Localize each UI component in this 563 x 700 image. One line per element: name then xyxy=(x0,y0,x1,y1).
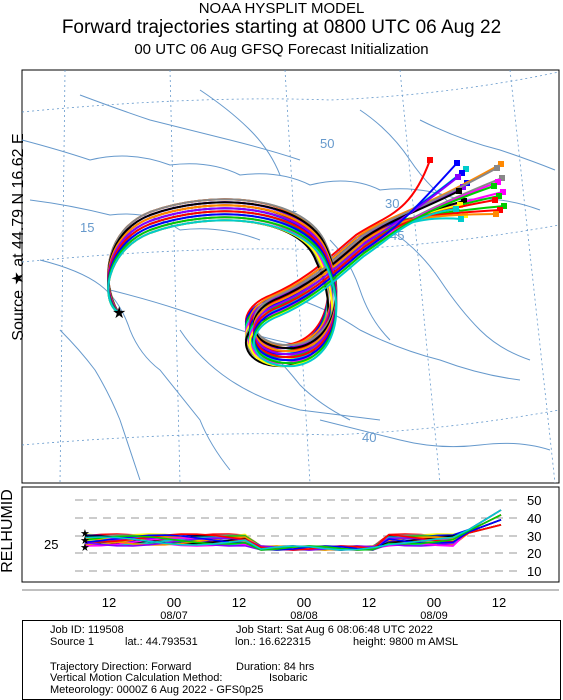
svg-text:12: 12 xyxy=(362,595,376,610)
trajectory-endpoint-marker xyxy=(463,166,469,172)
trajectory-path xyxy=(107,190,460,350)
svg-text:00: 00 xyxy=(427,595,441,610)
model-title: NOAA HYSPLIT MODEL xyxy=(198,0,365,17)
trajectory-endpoint-marker xyxy=(500,189,506,195)
source-number: Source 1 xyxy=(50,636,95,648)
svg-text:★: ★ xyxy=(80,541,90,554)
trajectory-path xyxy=(107,163,502,347)
trajectory-endpoint-marker xyxy=(491,183,497,189)
graticule xyxy=(21,69,560,484)
trajectory-endpoint-marker xyxy=(455,174,461,180)
trajectory-endpoint-marker xyxy=(492,197,498,203)
source-lat: lat.: 44.793531 xyxy=(125,636,198,648)
map-frame xyxy=(21,69,560,484)
relhumid-trace xyxy=(84,509,502,551)
job-start: Job Start: Sat Aug 6 08:06:48 UTC 2022 xyxy=(236,624,433,636)
lat-label-40: 40 xyxy=(362,430,376,445)
rh-tick-50: 50 xyxy=(527,493,541,508)
date-labels: 08/07 08/08 08/09 xyxy=(160,610,448,622)
trajectory-path xyxy=(107,167,498,347)
vertical-motion-method: Vertical Motion Calculation Method: xyxy=(50,672,223,684)
trajectory-endpoint-marker xyxy=(495,179,501,185)
trajectory-endpoint-marker xyxy=(494,165,500,171)
lat-label-50: 50 xyxy=(320,136,334,151)
trajectory-path xyxy=(107,208,457,368)
relhumid-left-tick: 25 xyxy=(44,537,59,552)
lon-label-15: 15 xyxy=(80,220,94,235)
trajectory-endpoint-marker xyxy=(459,170,465,176)
svg-text:12: 12 xyxy=(232,595,246,610)
time-axis-ticks: 12 00 12 00 12 00 12 xyxy=(102,595,506,610)
relhumid-axis-label: RELHUMID xyxy=(0,489,16,573)
trajectory-endpoint-marker xyxy=(496,193,502,199)
trajectory-path xyxy=(107,185,495,365)
lat-line-40 xyxy=(21,409,560,446)
forecast-subtitle: 00 UTC 06 Aug GFSQ Forecast Initializati… xyxy=(134,41,429,58)
trajectory-path xyxy=(107,168,467,356)
trajectory-endpoint-marker xyxy=(497,207,503,213)
duration: Duration: 84 hrs xyxy=(236,661,315,673)
svg-text:00: 00 xyxy=(167,595,181,610)
source-height: height: 9800 m AMSL xyxy=(353,636,459,648)
lon-line-35 xyxy=(509,69,556,484)
trajectory-path xyxy=(107,213,462,362)
relhumid-panel-frame xyxy=(21,486,560,583)
svg-text:08/07: 08/07 xyxy=(160,610,188,622)
trajectory-path xyxy=(107,162,458,362)
svg-text:★: ★ xyxy=(80,534,90,547)
svg-text:00: 00 xyxy=(297,595,311,610)
trajectory-endpoint-marker xyxy=(427,157,433,163)
trajectory-endpoint-marker xyxy=(498,161,504,167)
lat-line-45 xyxy=(21,224,560,263)
trajectory-endpoint-marker xyxy=(458,216,464,222)
trajectory-endpoint-marker xyxy=(460,184,466,190)
trajectory-path xyxy=(107,204,497,353)
trajectory-path xyxy=(107,199,496,359)
trajectory-title: Forward trajectories starting at 0800 UT… xyxy=(61,17,502,38)
trajectory-direction: Trajectory Direction: Forward xyxy=(50,661,192,673)
rh-tick-20: 20 xyxy=(527,546,541,561)
trajectory-endpoint-marker xyxy=(453,206,459,212)
trajectory-endpoint-marker xyxy=(454,160,460,166)
rh-tick-30: 30 xyxy=(527,529,541,544)
lat-line-50 xyxy=(21,71,560,113)
trajectory-endpoint-marker xyxy=(456,188,462,194)
run-info-box: Job ID: 119508 Job Start: Sat Aug 6 08:0… xyxy=(22,620,561,700)
trajectory-endpoint-marker xyxy=(493,211,499,217)
relhumid-traces xyxy=(84,509,502,551)
meteorology: Meteorology: 0000Z 6 Aug 2022 - GFS0p25 xyxy=(50,684,264,696)
country-borders xyxy=(21,89,556,481)
lon-label-30: 30 xyxy=(385,196,399,211)
lon-line-15 xyxy=(59,69,66,484)
vertical-motion-value: Isobaric xyxy=(269,672,308,684)
svg-text:12: 12 xyxy=(492,595,506,610)
lon-line-25 xyxy=(284,69,311,484)
relhumid-source-stars: ★★★ xyxy=(80,527,90,554)
svg-text:★: ★ xyxy=(80,527,90,540)
source-lon: lon.: 16.622315 xyxy=(235,636,311,648)
svg-text:08/09: 08/09 xyxy=(420,610,448,622)
svg-text:12: 12 xyxy=(102,595,116,610)
lon-line-20 xyxy=(169,69,181,484)
job-id: Job ID: 119508 xyxy=(50,624,124,636)
rh-tick-40: 40 xyxy=(527,511,541,526)
relhumid-trace xyxy=(84,514,502,551)
trajectory-bundle xyxy=(107,157,507,368)
trajectory-endpoint-marker xyxy=(457,202,463,208)
trajectory-path xyxy=(107,176,459,356)
svg-text:08/08: 08/08 xyxy=(290,610,318,622)
trajectory-endpoint-marker xyxy=(501,203,507,209)
trajectory-endpoint-marker xyxy=(499,175,505,181)
lon-line-30 xyxy=(399,69,441,484)
trajectory-endpoint-marker xyxy=(461,198,467,204)
source-star-icon: ★ xyxy=(112,303,126,322)
rh-tick-10: 10 xyxy=(527,564,541,579)
